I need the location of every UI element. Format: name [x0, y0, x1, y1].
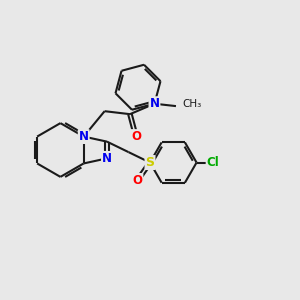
Text: CH₃: CH₃	[182, 99, 202, 109]
Text: N: N	[102, 152, 112, 165]
Text: S: S	[146, 156, 154, 169]
Text: Cl: Cl	[207, 156, 219, 169]
Text: O: O	[132, 174, 142, 187]
Text: O: O	[131, 130, 141, 143]
Text: N: N	[149, 97, 160, 110]
Text: N: N	[79, 130, 89, 143]
